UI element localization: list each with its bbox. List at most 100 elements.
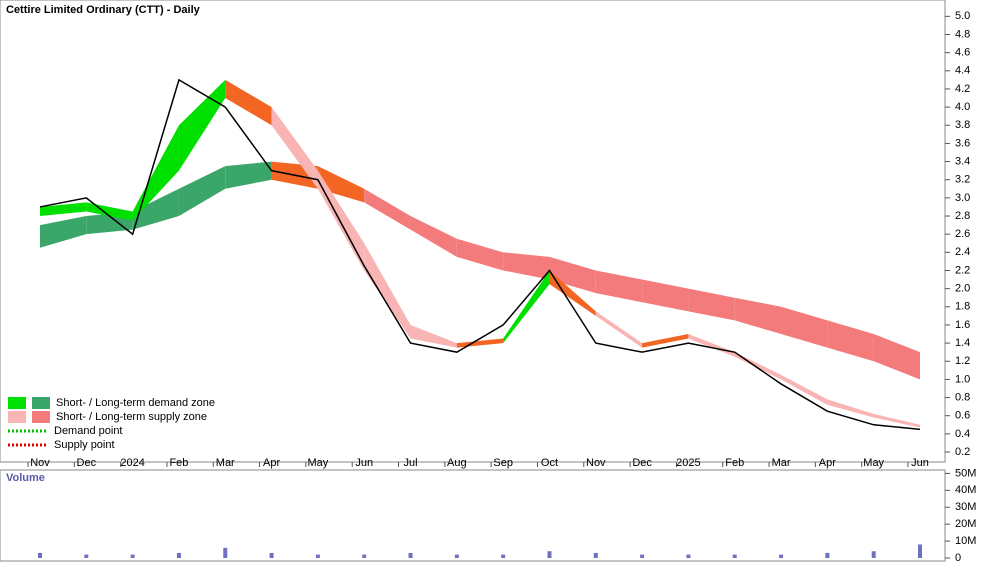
legend-label: Short- / Long-term supply zone — [56, 411, 207, 423]
x-tick-label: Feb — [169, 457, 188, 469]
volume-bar — [454, 554, 459, 558]
y-tick-label: 2.6 — [955, 228, 970, 240]
volume-tick-label: 40M — [955, 484, 976, 496]
legend-swatch — [8, 397, 26, 409]
x-tick-label: Mar — [216, 457, 235, 469]
long-band — [642, 279, 689, 312]
short-band — [781, 374, 828, 405]
y-tick-label: 4.6 — [955, 47, 970, 59]
y-tick-label: 4.8 — [955, 28, 970, 40]
y-tick-label: 0.6 — [955, 410, 970, 422]
x-tick-label: Apr — [263, 457, 280, 469]
volume-bar — [825, 552, 830, 558]
volume-tick-label: 30M — [955, 501, 976, 513]
y-tick-label: 1.2 — [955, 355, 970, 367]
short-band — [503, 270, 550, 344]
chart-title: Cettire Limited Ordinary (CTT) - Daily — [6, 4, 201, 16]
legend-swatch — [8, 411, 26, 423]
volume-label: Volume — [6, 472, 45, 484]
long-band — [734, 297, 782, 335]
y-tick-label: 0.4 — [955, 428, 970, 440]
volume-bar — [871, 551, 876, 558]
long-band — [781, 306, 828, 348]
y-tick-label: 2.4 — [955, 246, 970, 258]
y-tick-label: 4.4 — [955, 65, 970, 77]
x-tick-label: Feb — [725, 457, 744, 469]
y-tick-label: 0.8 — [955, 391, 970, 403]
x-tick-label: 2025 — [676, 457, 700, 469]
x-tick-label: Jun — [911, 457, 929, 469]
y-tick-label: 2.2 — [955, 264, 970, 276]
x-tick-label: Jun — [355, 457, 373, 469]
short-band — [364, 243, 411, 339]
short-band — [40, 202, 87, 217]
legend-swatch — [32, 397, 50, 409]
short-band — [873, 413, 920, 428]
volume-bar — [732, 554, 737, 558]
y-tick-label: 2.8 — [955, 210, 970, 222]
long-band — [503, 252, 550, 280]
volume-bar — [918, 544, 922, 558]
x-tick-label: Apr — [819, 457, 836, 469]
y-tick-label: 4.2 — [955, 83, 970, 95]
volume-bar — [38, 552, 42, 558]
x-tick-label: Dec — [632, 457, 652, 469]
y-tick-label: 4.0 — [955, 101, 970, 113]
long-band — [40, 216, 87, 248]
short-band — [225, 79, 272, 126]
x-tick-label: May — [308, 457, 329, 469]
x-tick-label: Jul — [403, 457, 417, 469]
x-tick-label: Nov — [30, 457, 50, 469]
long-band — [317, 166, 365, 203]
volume-bar — [501, 554, 506, 558]
long-band — [456, 238, 504, 271]
volume-tick-label: 20M — [955, 518, 976, 530]
short-band — [688, 334, 735, 357]
y-tick-label: 1.8 — [955, 301, 970, 313]
y-tick-label: 1.6 — [955, 319, 970, 331]
short-band — [410, 324, 457, 348]
y-tick-label: 3.6 — [955, 137, 970, 149]
y-tick-label: 1.0 — [955, 373, 970, 385]
price-line — [39, 78, 921, 431]
volume-bar — [686, 554, 691, 558]
x-tick-label: May — [863, 457, 884, 469]
volume-frame — [0, 469, 946, 562]
volume-bar — [408, 552, 413, 558]
volume-tick-label: 10M — [955, 535, 976, 547]
long-band — [827, 320, 874, 362]
volume-bar — [362, 554, 367, 558]
volume-bar — [315, 554, 320, 558]
y-tick-label: 3.4 — [955, 155, 970, 167]
short-band — [271, 107, 318, 189]
volume-bar — [84, 554, 89, 558]
short-band — [595, 311, 643, 348]
long-band — [410, 216, 457, 257]
long-band — [688, 288, 735, 321]
short-band — [827, 399, 874, 418]
long-band — [364, 188, 411, 230]
long-band — [549, 256, 596, 294]
y-tick-label: 3.2 — [955, 174, 970, 186]
x-tick-label: Nov — [586, 457, 606, 469]
y-tick-label: 0.2 — [955, 446, 970, 458]
long-band — [873, 334, 920, 380]
y-tick-label: 3.0 — [955, 192, 970, 204]
volume-tick-label: 0 — [955, 552, 961, 562]
short-band — [642, 334, 689, 348]
short-band — [456, 338, 504, 348]
volume-bar — [547, 551, 552, 558]
legend-label: Short- / Long-term demand zone — [56, 397, 215, 409]
long-band — [595, 270, 643, 303]
volume-bar — [176, 552, 181, 558]
y-tick-label: 5.0 — [955, 10, 970, 22]
long-band — [132, 188, 179, 230]
y-tick-label: 3.8 — [955, 119, 970, 131]
short-band — [549, 270, 596, 316]
long-band — [178, 166, 226, 217]
x-tick-label: Sep — [493, 457, 513, 469]
y-tick-label: 2.0 — [955, 283, 970, 295]
volume-bar — [269, 552, 274, 558]
volume-bar — [593, 552, 598, 558]
